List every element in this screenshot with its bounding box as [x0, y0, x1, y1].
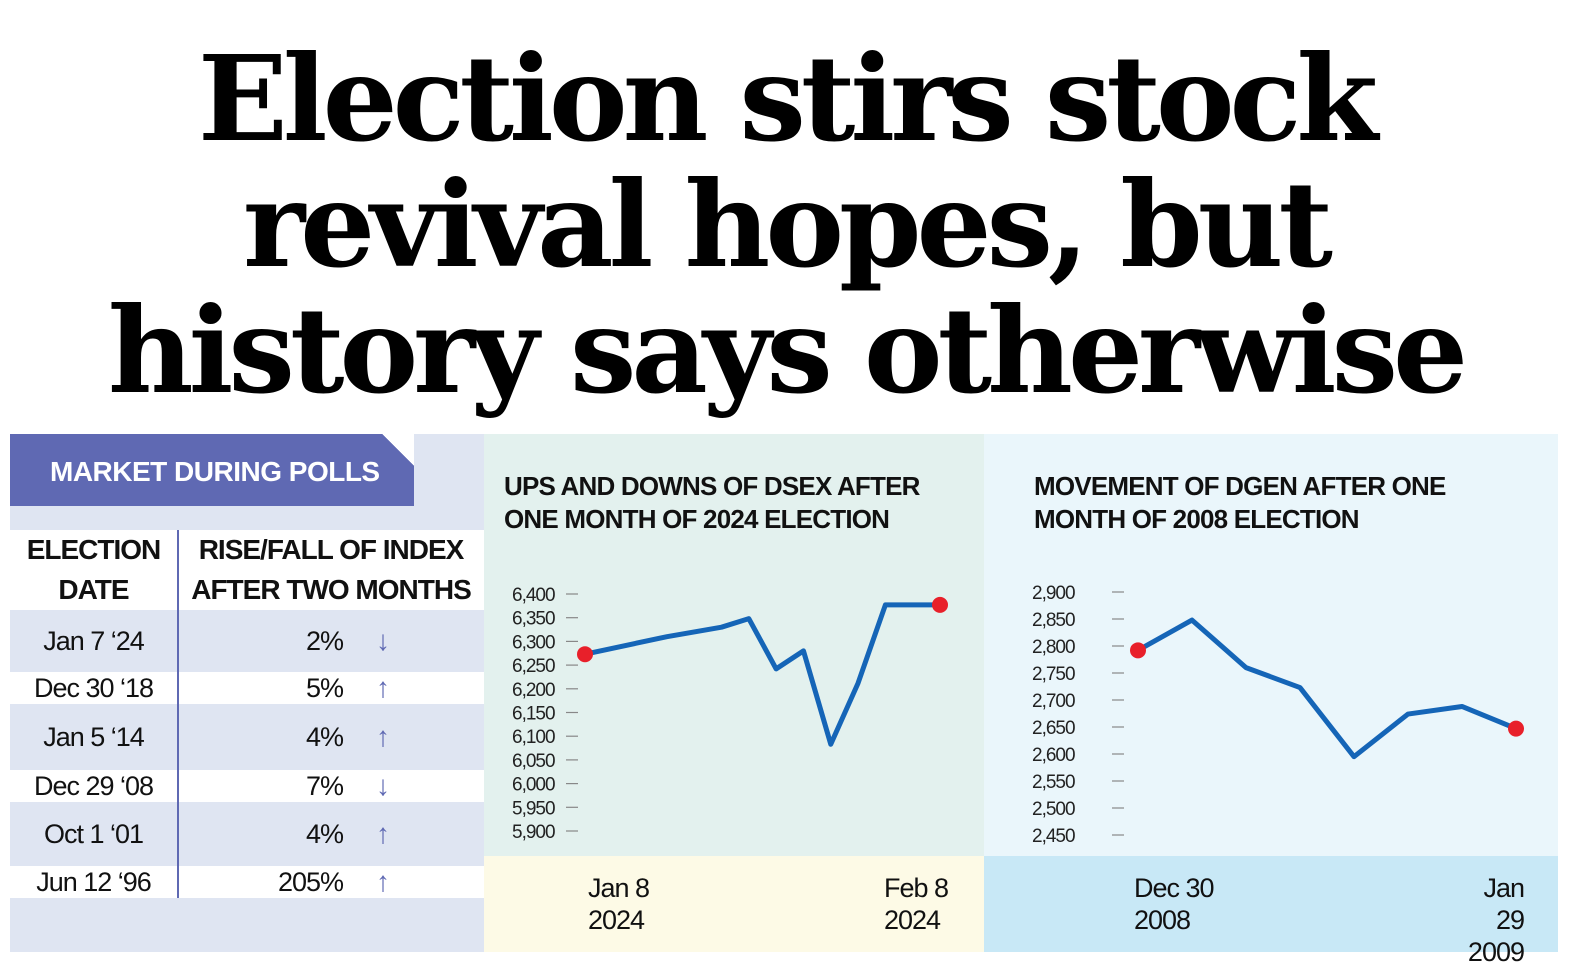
dsex-chart-title-line2: ONE MONTH OF 2024 ELECTION — [504, 504, 890, 534]
column-header-date: ELECTION DATE — [10, 530, 177, 610]
market-polls-table: MARKET DURING POLLS ELECTION DATE RISE/F… — [10, 434, 484, 952]
y-tick-label: 5,950 — [512, 798, 555, 819]
column-header-rise-line1: RISE/FALL OF INDEX — [198, 534, 465, 565]
table-title-banner: MARKET DURING POLLS — [10, 434, 414, 506]
column-divider — [177, 530, 179, 898]
table-row: Oct 1 ‘01 4% ↑ — [10, 802, 484, 866]
dsex-chart-footer: Jan 8 2024 Feb 8 2024 — [484, 856, 984, 952]
election-date: Jun 12 ‘96 — [36, 867, 152, 897]
column-header-date-line2: DATE — [58, 574, 129, 605]
table-row: Jan 7 ‘24 2% ↓ — [10, 610, 484, 672]
table-row: Dec 30 ‘18 5% ↑ — [10, 672, 484, 704]
y-tick-label: 2,450 — [1032, 826, 1075, 847]
y-tick-label: 2,750 — [1032, 664, 1075, 685]
header-bg-rise — [178, 530, 484, 610]
y-tick-label: 2,900 — [1032, 583, 1075, 604]
index-change-pct: 4% — [305, 819, 344, 849]
dgen-start-label-line1: Dec 30 — [1134, 873, 1215, 903]
index-change-pct: 4% — [305, 722, 344, 752]
dgen-line-chart: 2,900 2,850 2,800 2,750 2,700 2,650 2,600 2,550… — [1032, 583, 1524, 847]
y-tick-label: 2,700 — [1032, 691, 1075, 712]
headline: Election stirs stock revival hopes, but … — [0, 36, 1571, 414]
y-tick-label: 6,100 — [512, 727, 555, 748]
y-tick-label: 6,150 — [512, 704, 555, 725]
arrow-up-icon: ↑ — [376, 818, 390, 849]
dgen-start-label: Dec 30 2008 — [1134, 872, 1215, 936]
dgen-chart-footer: Dec 30 2008 Jan 29 2009 — [984, 856, 1558, 967]
start-point-marker — [1130, 642, 1146, 659]
y-tick-label: 6,200 — [512, 680, 555, 701]
y-tick-label: 2,550 — [1032, 772, 1075, 793]
dgen-chart-panel: MOVEMENT OF DGEN AFTER ONE MONTH OF 2008… — [984, 434, 1558, 856]
series-line — [1135, 617, 1519, 760]
dgen-chart-title-line2: MONTH OF 2008 ELECTION — [1034, 504, 1360, 534]
series-line — [582, 602, 943, 747]
dgen-start-label-line2: 2008 — [1134, 905, 1191, 935]
arrow-up-icon: ↑ — [376, 866, 390, 897]
table-row: Jan 5 ‘14 4% ↑ — [10, 704, 484, 770]
y-tick-label: 6,000 — [512, 775, 555, 796]
end-point-marker — [1508, 720, 1524, 737]
headline-line-2: revival hopes, but — [242, 155, 1333, 294]
dgen-chart-title: MOVEMENT OF DGEN AFTER ONE MONTH OF 2008… — [1034, 470, 1446, 536]
index-change-pct: 5% — [305, 673, 344, 703]
start-point-marker — [577, 646, 593, 663]
dsex-start-label-line2: 2024 — [588, 905, 645, 935]
dgen-chart-title-line1: MOVEMENT OF DGEN AFTER ONE — [1034, 471, 1446, 501]
index-change-pct: 7% — [305, 771, 344, 801]
y-tick-label: 6,350 — [512, 609, 555, 630]
header-bg-date — [10, 530, 177, 610]
dsex-chart-panel: UPS AND DOWNS OF DSEX AFTER ONE MONTH OF… — [484, 434, 984, 856]
folded-corner — [382, 434, 414, 466]
end-point-marker — [932, 596, 948, 613]
dgen-end-label: Jan 29 2009 — [1454, 872, 1525, 968]
dsex-end-label-line2: 2024 — [884, 905, 941, 935]
table-row: Jun 12 ‘96 205% ↑ — [10, 866, 484, 898]
dgen-end-label-line2: 2009 — [1467, 937, 1525, 967]
y-tick-label: 6,250 — [512, 656, 555, 677]
y-tick-label: 2,850 — [1032, 610, 1075, 631]
election-date: Jan 7 ‘24 — [43, 626, 145, 656]
election-date: Dec 29 ‘08 — [33, 771, 154, 801]
election-date: Dec 30 ‘18 — [33, 673, 154, 703]
dsex-chart-title-line1: UPS AND DOWNS OF DSEX AFTER — [504, 471, 920, 501]
index-change-pct: 2% — [305, 626, 344, 656]
dsex-chart-title: UPS AND DOWNS OF DSEX AFTER ONE MONTH OF… — [504, 470, 920, 536]
y-tick-label: 6,400 — [512, 585, 555, 606]
y-tick-label: 2,800 — [1032, 637, 1075, 658]
election-date: Oct 1 ‘01 — [43, 819, 144, 849]
election-date: Jan 5 ‘14 — [43, 722, 145, 752]
dsex-start-label-line1: Jan 8 — [588, 873, 650, 903]
y-tick-label: 6,300 — [512, 632, 555, 653]
column-header-rise-line2: AFTER TWO MONTHS — [191, 574, 472, 605]
arrow-up-icon: ↑ — [376, 721, 390, 752]
arrow-down-icon: ↓ — [376, 770, 390, 801]
dgen-end-label-line1: Jan 29 — [1483, 873, 1525, 935]
y-tick-label: 2,650 — [1032, 718, 1075, 739]
dsex-end-label: Feb 8 2024 — [884, 872, 949, 936]
column-header-rise: RISE/FALL OF INDEX AFTER TWO MONTHS — [178, 530, 484, 610]
column-header-date-line1: ELECTION — [26, 534, 162, 565]
y-tick-label: 2,600 — [1032, 745, 1075, 766]
y-tick-label: 6,050 — [512, 751, 555, 772]
dsex-end-label-line1: Feb 8 — [884, 873, 949, 903]
index-change-pct: 205% — [277, 867, 344, 897]
table-row: Dec 29 ‘08 7% ↓ — [10, 770, 484, 802]
headline-line-1: Election stirs stock — [197, 29, 1378, 168]
y-tick-label: 2,500 — [1032, 799, 1075, 820]
y-tick-label: 5,900 — [512, 822, 555, 843]
arrow-up-icon: ↑ — [376, 672, 390, 703]
arrow-down-icon: ↓ — [376, 625, 390, 656]
headline-line-3: history says otherwise — [107, 281, 1468, 420]
dsex-start-label: Jan 8 2024 — [588, 872, 650, 936]
